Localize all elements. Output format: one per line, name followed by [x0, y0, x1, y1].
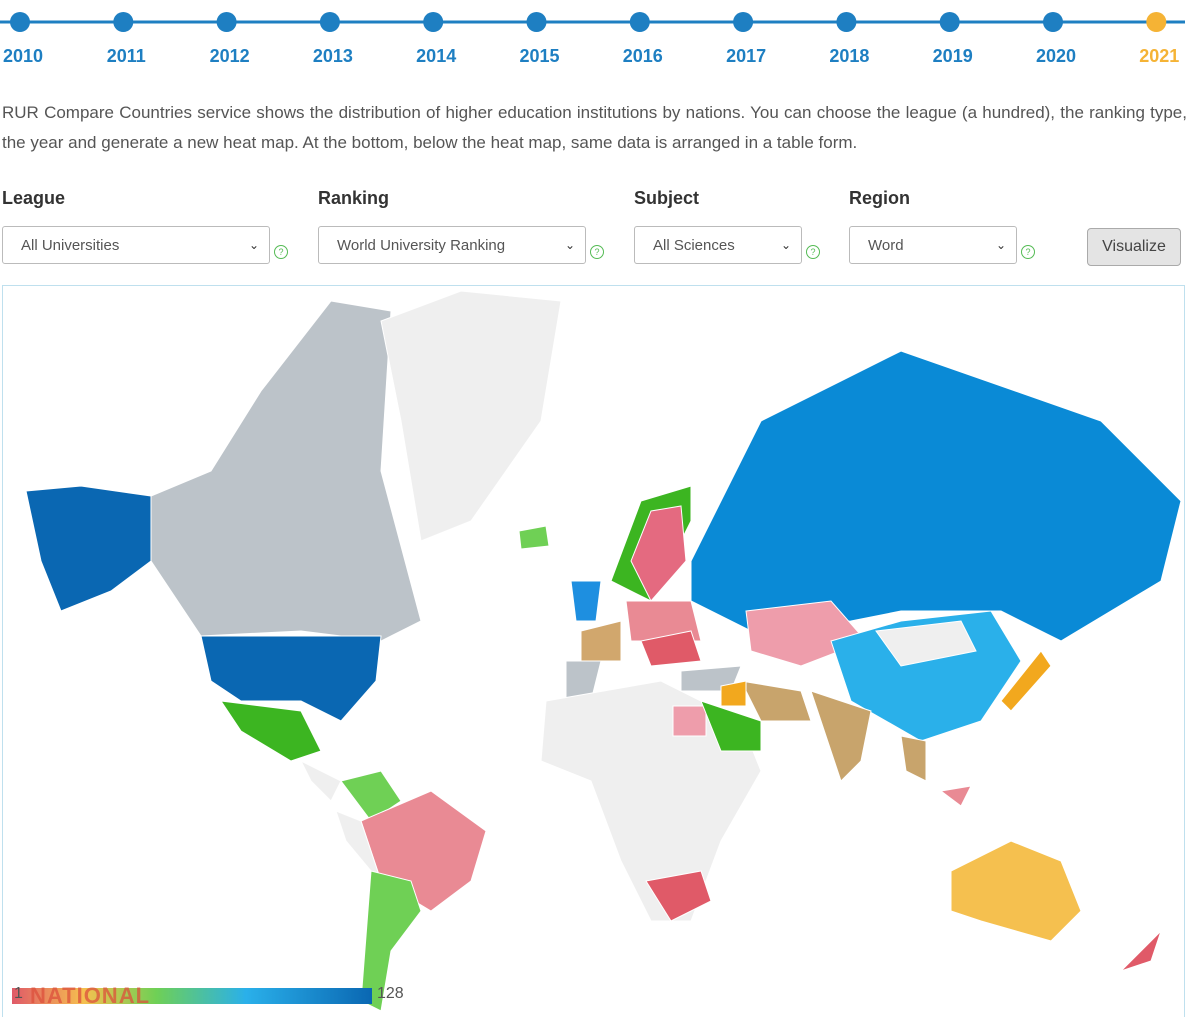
- year-label[interactable]: 2012: [210, 46, 250, 66]
- year-dot[interactable]: [836, 12, 857, 32]
- world-map: [2, 285, 1185, 1017]
- year-dot[interactable]: [1043, 12, 1063, 32]
- dropdown-value[interactable]: Word: [868, 236, 904, 254]
- year-dot[interactable]: [216, 12, 237, 32]
- visualize-button[interactable]: Visualize: [1087, 228, 1181, 266]
- dropdown[interactable]: World University Ranking ⌄: [318, 226, 586, 264]
- year-dot[interactable]: [733, 12, 754, 32]
- dropdown-arrow: ⌄: [564, 238, 575, 252]
- year-dot[interactable]: [629, 12, 650, 32]
- description: RUR Compare Countries service shows the …: [2, 103, 1187, 152]
- year-dot[interactable]: [939, 12, 960, 32]
- filter-label: League: [2, 188, 66, 208]
- dropdown[interactable]: All Sciences ⌄: [634, 226, 802, 264]
- year-dot[interactable]: [423, 12, 444, 32]
- legend-min: 1: [14, 985, 23, 1002]
- help-icon[interactable]: ?: [274, 245, 288, 259]
- year-dot[interactable]: [113, 12, 134, 32]
- year-dot[interactable]: [526, 12, 547, 32]
- legend-gradient: [12, 988, 372, 1004]
- dropdown-arrow: ⌄: [780, 238, 791, 252]
- dropdown-value[interactable]: All Universities: [21, 236, 120, 254]
- year-label[interactable]: 2021: [1139, 46, 1179, 66]
- filter-label: Region: [849, 188, 910, 208]
- filter: League All Universities ⌄?: [2, 188, 288, 264]
- filter-label: Subject: [634, 188, 700, 208]
- year-dot[interactable]: [10, 12, 30, 32]
- year-label[interactable]: 2010: [3, 46, 43, 66]
- year-label[interactable]: 2017: [726, 46, 766, 66]
- year-label[interactable]: 2020: [1036, 46, 1076, 66]
- watermark: NATIONAL: [30, 983, 151, 1008]
- filter: Ranking World University Ranking ⌄?: [318, 188, 604, 264]
- dropdown[interactable]: All Universities ⌄: [2, 226, 270, 264]
- filter-label: Ranking: [318, 188, 390, 208]
- year-label[interactable]: 2014: [416, 46, 456, 66]
- help-icon[interactable]: ?: [590, 245, 604, 259]
- year-label[interactable]: 2011: [107, 46, 146, 66]
- dropdown-value[interactable]: World University Ranking: [337, 236, 506, 254]
- year-timeline: 2010 2011 2012 2013 2014 2015 2016 2017 2018 2019…: [0, 12, 1185, 66]
- dropdown-arrow: ⌄: [248, 238, 259, 252]
- year-label[interactable]: 2016: [623, 46, 663, 66]
- year-dot[interactable]: [319, 12, 340, 32]
- year-label[interactable]: 2013: [313, 46, 353, 66]
- filter: Region Word ⌄?: [849, 188, 1035, 264]
- dropdown-value[interactable]: All Sciences: [653, 236, 735, 254]
- help-icon[interactable]: ?: [1021, 245, 1035, 259]
- dropdown[interactable]: Word ⌄: [849, 226, 1017, 264]
- legend-max: 128: [377, 985, 404, 1002]
- year-label[interactable]: 2015: [519, 46, 559, 66]
- year-dot[interactable]: [1146, 12, 1167, 32]
- year-label[interactable]: 2018: [829, 46, 869, 66]
- year-label[interactable]: 2019: [933, 46, 973, 66]
- dropdown-arrow: ⌄: [995, 238, 1006, 252]
- help-icon[interactable]: ?: [806, 245, 820, 259]
- filter: Subject All Sciences ⌄?: [634, 188, 820, 264]
